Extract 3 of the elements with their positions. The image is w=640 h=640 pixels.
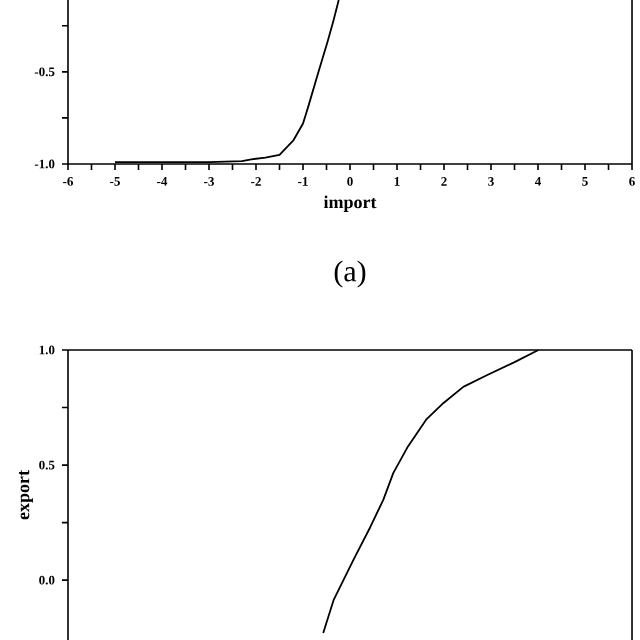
x-axis-title: import: [323, 195, 377, 212]
y-axis-title: export: [18, 470, 33, 520]
text: (a): [334, 260, 366, 288]
